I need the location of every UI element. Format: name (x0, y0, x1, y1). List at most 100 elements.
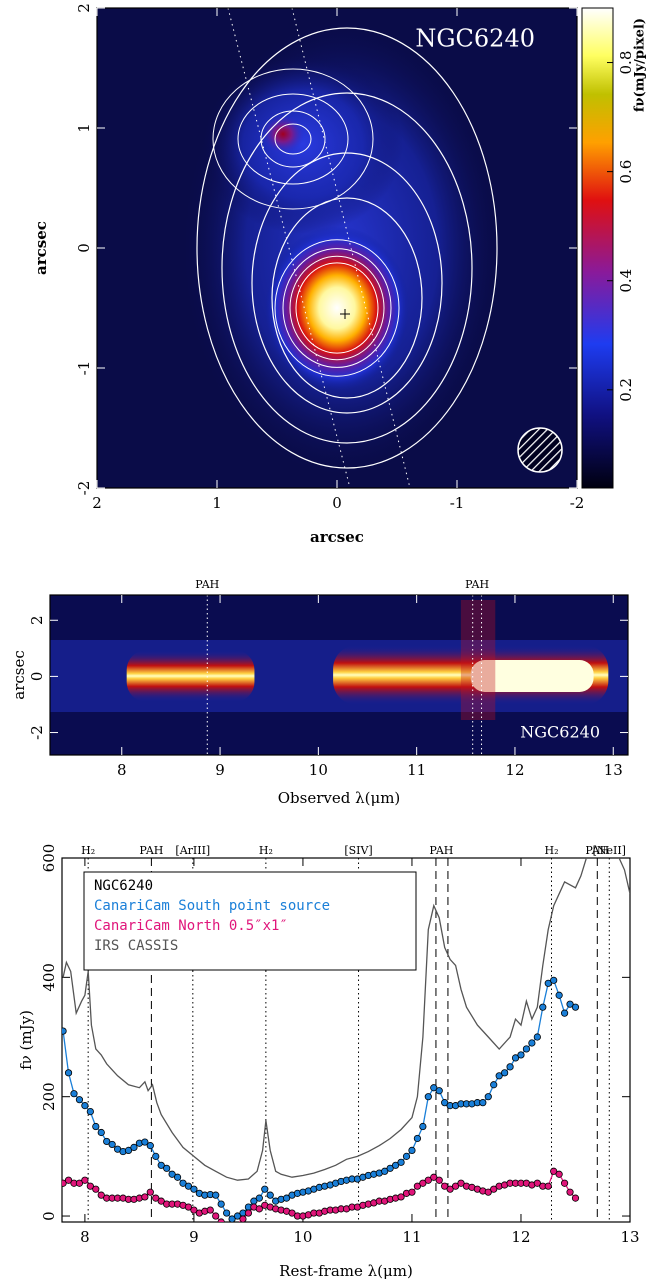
emission (126, 650, 255, 702)
data-point (244, 1209, 253, 1217)
legend-entry: IRS CASSIS (94, 938, 178, 954)
data-point (381, 1167, 389, 1175)
data-point (408, 1146, 416, 1154)
feature-label: H₂ (259, 844, 273, 857)
image-title: NGC6240 (415, 25, 535, 53)
feature-label: PAH (139, 844, 163, 857)
pah-plume (460, 600, 496, 720)
x-tick-label: 1 (212, 494, 222, 512)
contour (295, 262, 379, 354)
data-point (566, 1000, 574, 1008)
image-title: NGC6240 (520, 723, 600, 742)
x-tick-label: 8 (117, 761, 127, 779)
series-line (62, 1170, 576, 1222)
data-point (479, 1099, 487, 1107)
data-point (81, 1176, 89, 1184)
plot-area (62, 858, 630, 1237)
data-point (550, 1167, 558, 1175)
data-point (419, 1179, 427, 1187)
data-point (62, 1027, 67, 1035)
contour (237, 93, 349, 185)
data-point (86, 1182, 94, 1190)
x-tick-label: 13 (620, 1228, 639, 1246)
data-point (255, 1205, 263, 1213)
data-point (544, 1182, 552, 1190)
x-tick-label: 10 (293, 1228, 312, 1246)
data-point (424, 1093, 432, 1101)
annotation-label: PAH (465, 578, 489, 591)
x-tick-label: 11 (407, 761, 426, 779)
y-tick-label: 1 (75, 123, 93, 133)
colorbar-tick-label: 0.6 (617, 160, 635, 184)
x-tick-label: 13 (604, 761, 623, 779)
data-point (511, 1054, 520, 1062)
data-point (424, 1176, 432, 1184)
contour (212, 68, 374, 210)
data-point (75, 1179, 84, 1187)
data-point (522, 1045, 531, 1053)
y-axis-label: fν (mJy) (17, 1010, 35, 1070)
emission-core (470, 660, 594, 692)
data-point (446, 1185, 454, 1193)
y-axis-label: arcsec (10, 650, 28, 700)
feature-label: PAH (429, 844, 453, 857)
data-point (223, 1231, 229, 1237)
y-tick-label: 2 (75, 3, 93, 13)
data-point (212, 1191, 220, 1199)
data-point (571, 1003, 580, 1011)
image (182, 8, 563, 488)
colorbar-tick-label: 0.2 (617, 378, 635, 402)
data-point (75, 1096, 84, 1104)
data-point (408, 1188, 416, 1196)
data-point (103, 1137, 111, 1146)
data-point (223, 1209, 231, 1217)
data-point (282, 1194, 291, 1202)
data-point (146, 1142, 154, 1150)
data-point (261, 1185, 269, 1193)
data-point (255, 1194, 263, 1202)
x-tick-label: 10 (309, 761, 328, 779)
nucleus (265, 226, 409, 390)
y-tick-label: 0 (28, 672, 46, 682)
data-point (484, 1093, 492, 1101)
data-point (64, 1069, 73, 1077)
contour (221, 92, 473, 444)
colorbar-label: fν(mJy/pixel) (633, 18, 648, 112)
data-point (266, 1191, 274, 1199)
x-tick-label: 12 (511, 1228, 530, 1246)
data-point (560, 1179, 569, 1187)
data-point (441, 1099, 449, 1107)
data-point (413, 1134, 422, 1143)
x-tick-label: 0 (332, 494, 342, 512)
data-point (544, 979, 552, 987)
legend-title: NGC6240 (94, 878, 153, 894)
data-point (212, 1212, 220, 1220)
annotation-label: PAH (195, 578, 219, 591)
data-point (217, 1218, 225, 1222)
data-point (528, 1039, 536, 1047)
contour (289, 255, 385, 361)
image (50, 600, 628, 720)
slit (227, 8, 351, 488)
colorbar (581, 7, 614, 489)
data-point (397, 1158, 405, 1166)
legend-box (83, 871, 417, 971)
data-point (228, 1215, 236, 1222)
y-tick-label: -2 (75, 481, 93, 496)
data-point (430, 1173, 438, 1181)
data-point (141, 1138, 149, 1146)
y-tick-label: 0 (75, 243, 93, 253)
data-point (184, 1203, 193, 1211)
data-point (501, 1069, 509, 1077)
data-point (157, 1161, 165, 1169)
contour (282, 248, 392, 368)
contour (271, 197, 423, 399)
x-tick-label: 9 (215, 761, 225, 779)
data-point (490, 1081, 498, 1089)
data-point (97, 1128, 105, 1137)
feature-label: [NeII] (593, 844, 626, 857)
data-point (402, 1152, 411, 1160)
contour (196, 27, 498, 469)
legend-entry: CanariCam South point source (94, 898, 330, 914)
x-tick-label: 8 (80, 1228, 90, 1246)
